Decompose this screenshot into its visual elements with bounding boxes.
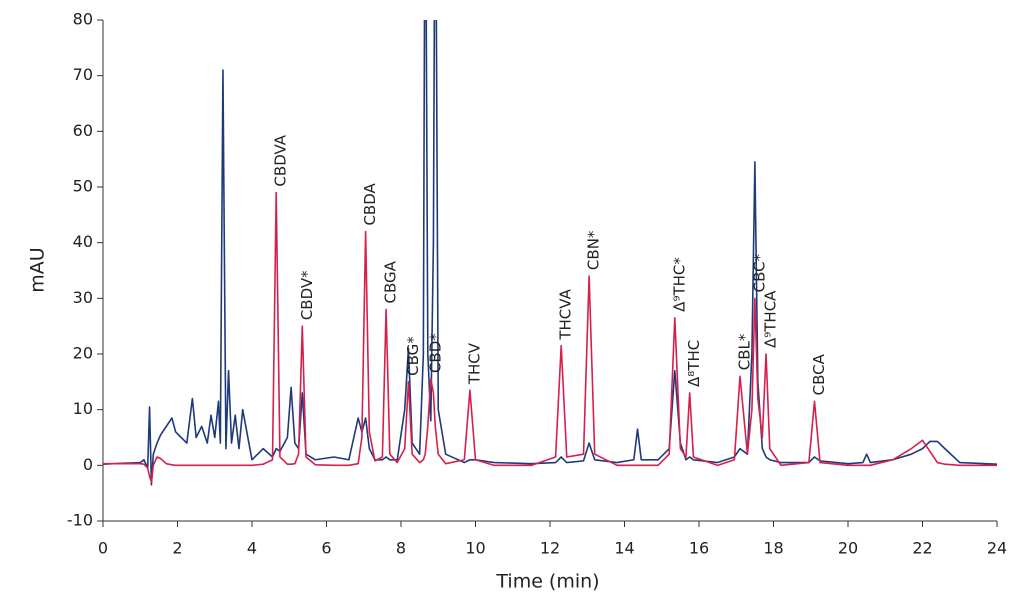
y-tick-label: 30 [73, 288, 93, 307]
y-tick-label: 40 [73, 232, 93, 251]
y-tick-label: 80 [73, 10, 93, 29]
peak-label: CBCA [810, 353, 828, 395]
series-line [103, 191, 997, 483]
x-tick-label: 18 [763, 539, 783, 558]
x-tick-label: 4 [247, 539, 257, 558]
y-tick-label: 10 [73, 399, 93, 418]
peak-label: Δ⁸THC [685, 340, 703, 387]
x-tick-label: 24 [987, 539, 1007, 558]
peak-label: CBDV* [298, 270, 316, 320]
y-tick-label: 50 [73, 177, 93, 196]
peak-label: CBDA [361, 182, 379, 225]
y-tick-label: 0 [83, 455, 93, 474]
peak-label: THCV [465, 342, 483, 385]
peak-label: THCVA [557, 288, 575, 340]
peak-label: CBDVA [272, 134, 290, 186]
peak-label: CBL* [735, 333, 753, 370]
peak-label: CBC* [750, 253, 768, 292]
x-tick-label: 8 [396, 539, 406, 558]
y-tick-label: 60 [73, 121, 93, 140]
x-tick-label: 22 [912, 539, 932, 558]
x-tick-label: 6 [321, 539, 331, 558]
x-tick-label: 14 [614, 539, 634, 558]
series-line [103, 20, 997, 486]
peak-label: CBG* [404, 336, 422, 376]
y-tick-label: 70 [73, 65, 93, 84]
x-axis-label: Time (min) [495, 571, 599, 593]
x-tick-label: 16 [689, 539, 709, 558]
peak-label: CBGA [382, 260, 400, 303]
y-tick-label: -10 [67, 511, 93, 530]
x-tick-label: 10 [465, 539, 485, 558]
x-tick-label: 20 [838, 539, 858, 558]
x-tick-label: 0 [98, 539, 108, 558]
peak-label: Δ⁹THCA [762, 290, 780, 348]
y-axis-label: mAU [27, 247, 49, 292]
x-tick-label: 2 [172, 539, 182, 558]
peak-label: CBN* [585, 230, 603, 270]
peak-label: CBD* [426, 333, 444, 373]
x-tick-label: 12 [540, 539, 560, 558]
peak-label: Δ⁹THC* [670, 257, 688, 312]
y-tick-label: 20 [73, 344, 93, 363]
